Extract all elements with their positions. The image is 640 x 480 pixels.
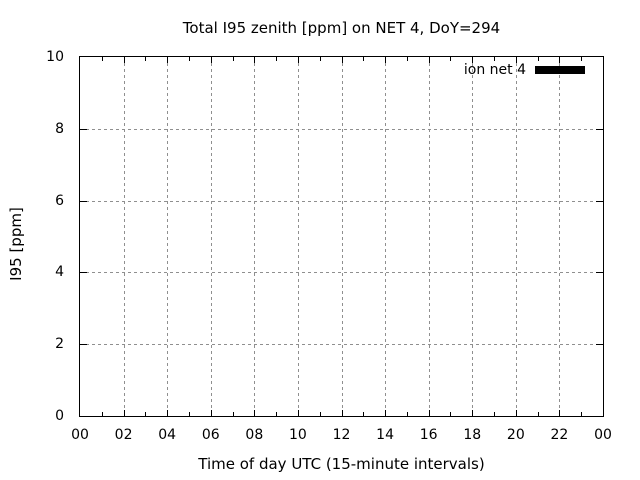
gridline-vertical [167, 57, 169, 416]
x-tick-mark [341, 57, 343, 63]
x-tick-mark [232, 57, 234, 61]
x-tick-mark [363, 412, 365, 416]
x-tick-mark [101, 412, 103, 416]
x-tick-label: 12 [332, 427, 351, 443]
x-tick-label: 06 [201, 427, 220, 443]
gridline-horizontal [80, 200, 603, 202]
x-tick-labels: 00 02 04 06 08 10 12 14 16 18 20 22 00 [71, 427, 612, 445]
legend-label: ion net 4 [463, 62, 526, 78]
x-tick-mark [188, 412, 190, 416]
x-tick-mark [297, 57, 299, 63]
x-tick-mark [167, 57, 169, 63]
legend-line-sample [535, 66, 585, 74]
gridline-vertical [123, 57, 125, 416]
x-tick-mark [581, 57, 583, 61]
legend: ion net 4 [464, 62, 585, 78]
y-tick-mark [596, 272, 603, 274]
gridline-vertical [297, 57, 299, 416]
x-tick-mark [537, 412, 539, 416]
gridline-vertical [254, 57, 256, 416]
y-tick-mark [596, 344, 603, 346]
x-tick-label: 00 [71, 427, 89, 443]
x-tick-mark [145, 57, 147, 61]
y-tick-label: 10 [46, 49, 64, 65]
x-tick-label: 00 [594, 427, 612, 443]
x-tick-mark [472, 410, 474, 416]
y-tick-mark [596, 128, 603, 130]
x-tick-mark [581, 412, 583, 416]
x-tick-mark [101, 57, 103, 61]
y-tick-mark [80, 344, 87, 346]
x-tick-mark [406, 412, 408, 416]
y-tick-label: 0 [55, 408, 64, 424]
x-tick-mark [515, 410, 517, 416]
x-tick-mark [537, 57, 539, 61]
x-tick-mark [450, 57, 452, 61]
x-tick-mark [210, 410, 212, 416]
x-tick-mark [123, 410, 125, 416]
y-tick-label: 2 [55, 336, 64, 353]
x-tick-label: 18 [463, 427, 482, 443]
x-tick-mark [450, 412, 452, 416]
x-tick-mark [385, 57, 387, 63]
x-tick-label: 22 [550, 427, 569, 443]
y-tick-label: 6 [55, 192, 64, 209]
x-tick-mark [406, 57, 408, 61]
x-tick-mark [472, 57, 474, 63]
x-tick-mark [145, 412, 147, 416]
gridline-vertical [210, 57, 212, 416]
x-tick-mark [428, 410, 430, 416]
gridline-vertical [428, 57, 430, 416]
x-tick-mark [559, 410, 561, 416]
x-tick-mark [210, 57, 212, 63]
y-tick-mark [80, 200, 87, 202]
x-tick-label: 20 [506, 427, 525, 443]
x-tick-mark [319, 412, 321, 416]
x-tick-mark [167, 410, 169, 416]
gridline-vertical [472, 57, 474, 416]
x-tick-mark [276, 57, 278, 61]
x-tick-mark [428, 57, 430, 63]
x-tick-label: 16 [419, 427, 438, 443]
x-tick-mark [232, 412, 234, 416]
x-tick-label: 04 [158, 427, 177, 443]
x-tick-label: 14 [376, 427, 394, 443]
gridline-horizontal [80, 344, 603, 346]
x-tick-mark [494, 57, 496, 61]
x-tick-label: 08 [245, 427, 264, 443]
x-tick-mark [341, 410, 343, 416]
y-tick-label: 4 [55, 264, 64, 281]
x-tick-mark [123, 57, 125, 63]
x-tick-mark [494, 412, 496, 416]
chart-title: Total I95 zenith [ppm] on NET 4, DoY=294 [182, 19, 501, 37]
x-tick-mark [254, 57, 256, 63]
x-tick-mark [276, 412, 278, 416]
y-tick-mark [596, 200, 603, 202]
gridline-vertical [559, 57, 561, 416]
gridline-vertical [341, 57, 343, 416]
x-tick-mark [297, 410, 299, 416]
y-axis-label: I95 [ppm] [7, 207, 25, 281]
gridline-vertical [385, 57, 387, 416]
x-tick-mark [385, 410, 387, 416]
x-tick-label: 10 [288, 427, 307, 443]
gridline-vertical [515, 57, 517, 416]
x-tick-label: 02 [114, 427, 133, 443]
gridline-horizontal [80, 272, 603, 274]
x-tick-mark [319, 57, 321, 61]
gridline-horizontal [80, 128, 603, 130]
y-tick-labels: 0 2 4 6 8 10 [0, 49, 64, 424]
y-tick-mark [80, 128, 87, 130]
x-tick-mark [559, 57, 561, 63]
x-tick-mark [515, 57, 517, 63]
x-tick-mark [188, 57, 190, 61]
plot-area: ion net 4 [79, 56, 604, 417]
y-tick-label: 8 [55, 120, 64, 137]
x-axis-label: Time of day UTC (15-minute intervals) [198, 455, 485, 473]
x-tick-mark [254, 410, 256, 416]
x-tick-mark [363, 57, 365, 61]
y-tick-mark [80, 272, 87, 274]
